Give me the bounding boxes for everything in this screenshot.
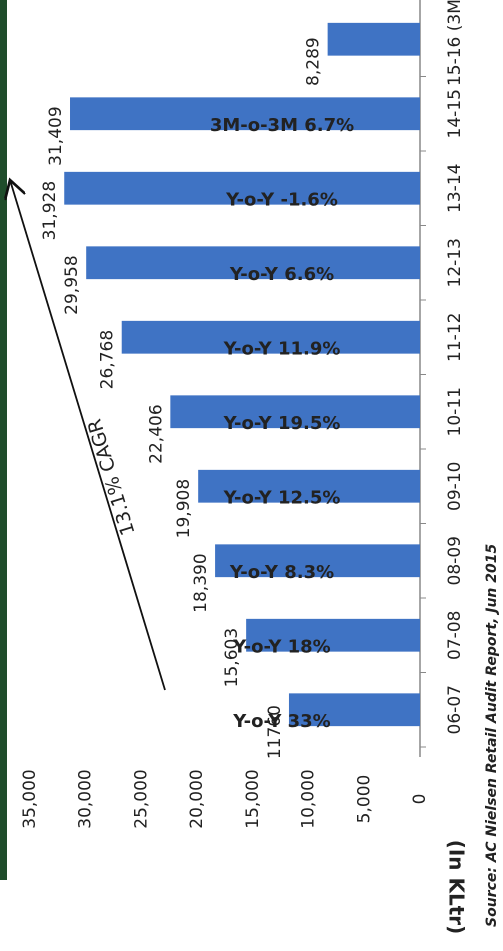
y-tick-label: 35,000 bbox=[20, 769, 40, 828]
value-label: 31,409 bbox=[46, 106, 66, 165]
x-tick-label: 14-15 bbox=[445, 89, 465, 138]
x-tick-label: 15-16 (3M) bbox=[445, 0, 465, 86]
x-tick-label: 12-13 bbox=[445, 238, 465, 287]
y-tick-label: 20,000 bbox=[187, 769, 207, 828]
x-tick-label: 07-08 bbox=[445, 611, 465, 660]
bar bbox=[70, 97, 420, 131]
value-label: 11760 bbox=[265, 705, 285, 759]
growth-label: Y-o-Y 18% bbox=[232, 636, 330, 657]
x-tick-label: 06-07 bbox=[445, 685, 465, 734]
bar bbox=[86, 246, 421, 280]
y-tick-label: 5,000 bbox=[354, 775, 374, 824]
y-tick-label: 25,000 bbox=[131, 769, 151, 828]
growth-label: Y-o-Y 19.5% bbox=[223, 413, 341, 434]
bar bbox=[327, 22, 421, 56]
x-tick-label: 08-09 bbox=[445, 536, 465, 585]
x-tick-label: 10-11 bbox=[445, 387, 465, 436]
x-tick-label: 09-10 bbox=[445, 462, 465, 511]
x-tick-label: 13-14 bbox=[445, 164, 465, 213]
bar bbox=[288, 693, 420, 727]
source-note: Source: AC Nielsen Retail Audit Report, … bbox=[484, 544, 500, 927]
y-tick-label: 10,000 bbox=[299, 769, 319, 828]
edge-bar bbox=[0, 0, 7, 880]
y-tick-label: 0 bbox=[410, 794, 430, 805]
bar bbox=[198, 469, 420, 503]
value-label: 18,390 bbox=[191, 553, 211, 612]
value-label: 22,406 bbox=[146, 404, 166, 463]
value-label: 19,908 bbox=[174, 479, 194, 538]
chart-body: 13.1% CAGR (In KLtr) Source: AC Nielsen … bbox=[10, 0, 500, 934]
growth-label: Y-o-Y 11.9% bbox=[223, 338, 341, 359]
growth-label: Y-o-Y -1.6% bbox=[225, 189, 338, 210]
trend-label: 13.1% CAGR bbox=[84, 416, 140, 537]
bar bbox=[121, 320, 420, 354]
growth-label: Y-o-Y 8.3% bbox=[229, 562, 334, 583]
value-label: 29,958 bbox=[62, 255, 82, 314]
value-label: 15,603 bbox=[222, 628, 242, 687]
bar bbox=[246, 618, 420, 652]
bar bbox=[170, 395, 420, 429]
bar bbox=[64, 171, 420, 205]
x-tick-label: 11-12 bbox=[445, 313, 465, 362]
y-tick-label: 15,000 bbox=[243, 769, 263, 828]
trend-arrow bbox=[10, 180, 166, 691]
value-label: 26,768 bbox=[98, 330, 118, 389]
growth-label: Y-o-Y 33% bbox=[232, 711, 330, 732]
y-tick-label: 30,000 bbox=[76, 769, 96, 828]
growth-label: 3M-o-3M 6.7% bbox=[210, 115, 354, 136]
value-label: 8,289 bbox=[304, 37, 324, 86]
bar bbox=[215, 544, 420, 578]
growth-label: Y-o-Y 6.6% bbox=[229, 264, 334, 285]
y-axis-title: (In KLtr) bbox=[445, 840, 469, 935]
growth-label: Y-o-Y 12.5% bbox=[223, 487, 341, 508]
value-label: 31,928 bbox=[40, 181, 60, 240]
